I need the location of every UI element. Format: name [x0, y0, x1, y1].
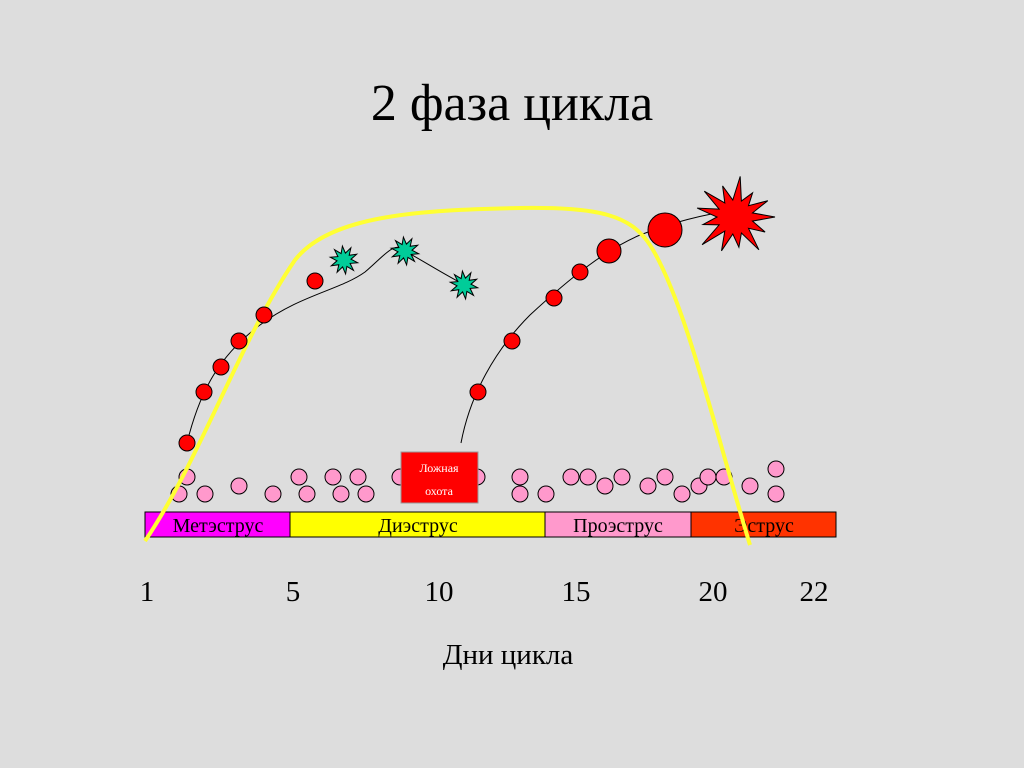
false-heat-text-line1: Ложная — [419, 461, 459, 475]
phase-label-proestrus: Проэструс — [573, 515, 663, 537]
follicle-wave-2 — [469, 212, 683, 401]
follicle — [195, 383, 213, 401]
small-follicle — [579, 468, 597, 486]
follicle — [596, 238, 622, 264]
small-follicle — [537, 485, 555, 503]
follicle — [255, 306, 273, 324]
small-follicle — [656, 468, 674, 486]
phase-bar: Метэструс Диэструс Проэструс Эструс — [144, 511, 837, 538]
slide-title: 2 фаза цикла — [370, 75, 654, 132]
day-tick: 22 — [800, 576, 829, 608]
atretic-follicle-icon — [389, 235, 421, 267]
follicle-dominant — [647, 212, 683, 248]
small-follicle — [639, 477, 657, 495]
small-follicle — [511, 468, 529, 486]
follicle — [230, 332, 248, 350]
false-heat-callout: Ложная охота — [400, 451, 479, 504]
day-axis: 1 5 10 15 20 22 Дни цикла — [140, 576, 829, 671]
small-follicle — [596, 477, 614, 495]
small-follicle — [699, 468, 717, 486]
follicle — [306, 272, 324, 290]
atretic-follicle-icon — [328, 244, 360, 276]
small-follicle — [290, 468, 308, 486]
day-tick: 10 — [425, 576, 454, 608]
small-follicle — [613, 468, 631, 486]
hormone-level-curve — [143, 205, 752, 546]
phase-label-metestrus: Метэструс — [173, 515, 264, 537]
small-follicle — [298, 485, 316, 503]
follicle — [503, 332, 521, 350]
phase-label-estrus: Эструс — [734, 515, 794, 537]
day-tick: 1 — [140, 576, 155, 608]
atretic-follicle-group — [328, 235, 480, 301]
small-follicle — [196, 485, 214, 503]
follicle — [469, 383, 487, 401]
phase-bar-diestrus — [289, 511, 546, 538]
day-tick: 5 — [286, 576, 301, 608]
follicle — [571, 263, 589, 281]
small-follicle — [511, 485, 529, 503]
small-follicle — [357, 485, 375, 503]
ovulation-burst-icon — [696, 176, 776, 252]
follicle — [212, 358, 230, 376]
small-follicle — [562, 468, 580, 486]
atretic-follicle-icon — [448, 269, 480, 301]
axis-label: Дни цикла — [443, 639, 574, 671]
follicle-growth-curve-2 — [460, 209, 736, 444]
false-heat-box — [400, 451, 479, 504]
follicle — [178, 434, 196, 452]
day-tick: 20 — [699, 576, 728, 608]
follicle-wave-1 — [178, 272, 324, 452]
small-follicle — [767, 460, 785, 478]
phase-bar-proestrus — [544, 511, 692, 538]
small-follicle — [324, 468, 342, 486]
day-tick: 15 — [562, 576, 591, 608]
small-follicle — [264, 485, 282, 503]
false-heat-text-line2: охота — [425, 484, 453, 498]
small-follicle — [673, 485, 691, 503]
phase-bar-estrus — [690, 511, 837, 538]
small-follicle — [230, 477, 248, 495]
phase-label-diestrus: Диэструс — [378, 515, 458, 537]
small-follicle — [741, 477, 759, 495]
small-follicle — [767, 485, 785, 503]
follicle-growth-curve-1 — [186, 246, 466, 444]
follicle — [545, 289, 563, 307]
small-follicle — [349, 468, 367, 486]
small-follicle-group — [170, 460, 785, 503]
small-follicle — [332, 485, 350, 503]
